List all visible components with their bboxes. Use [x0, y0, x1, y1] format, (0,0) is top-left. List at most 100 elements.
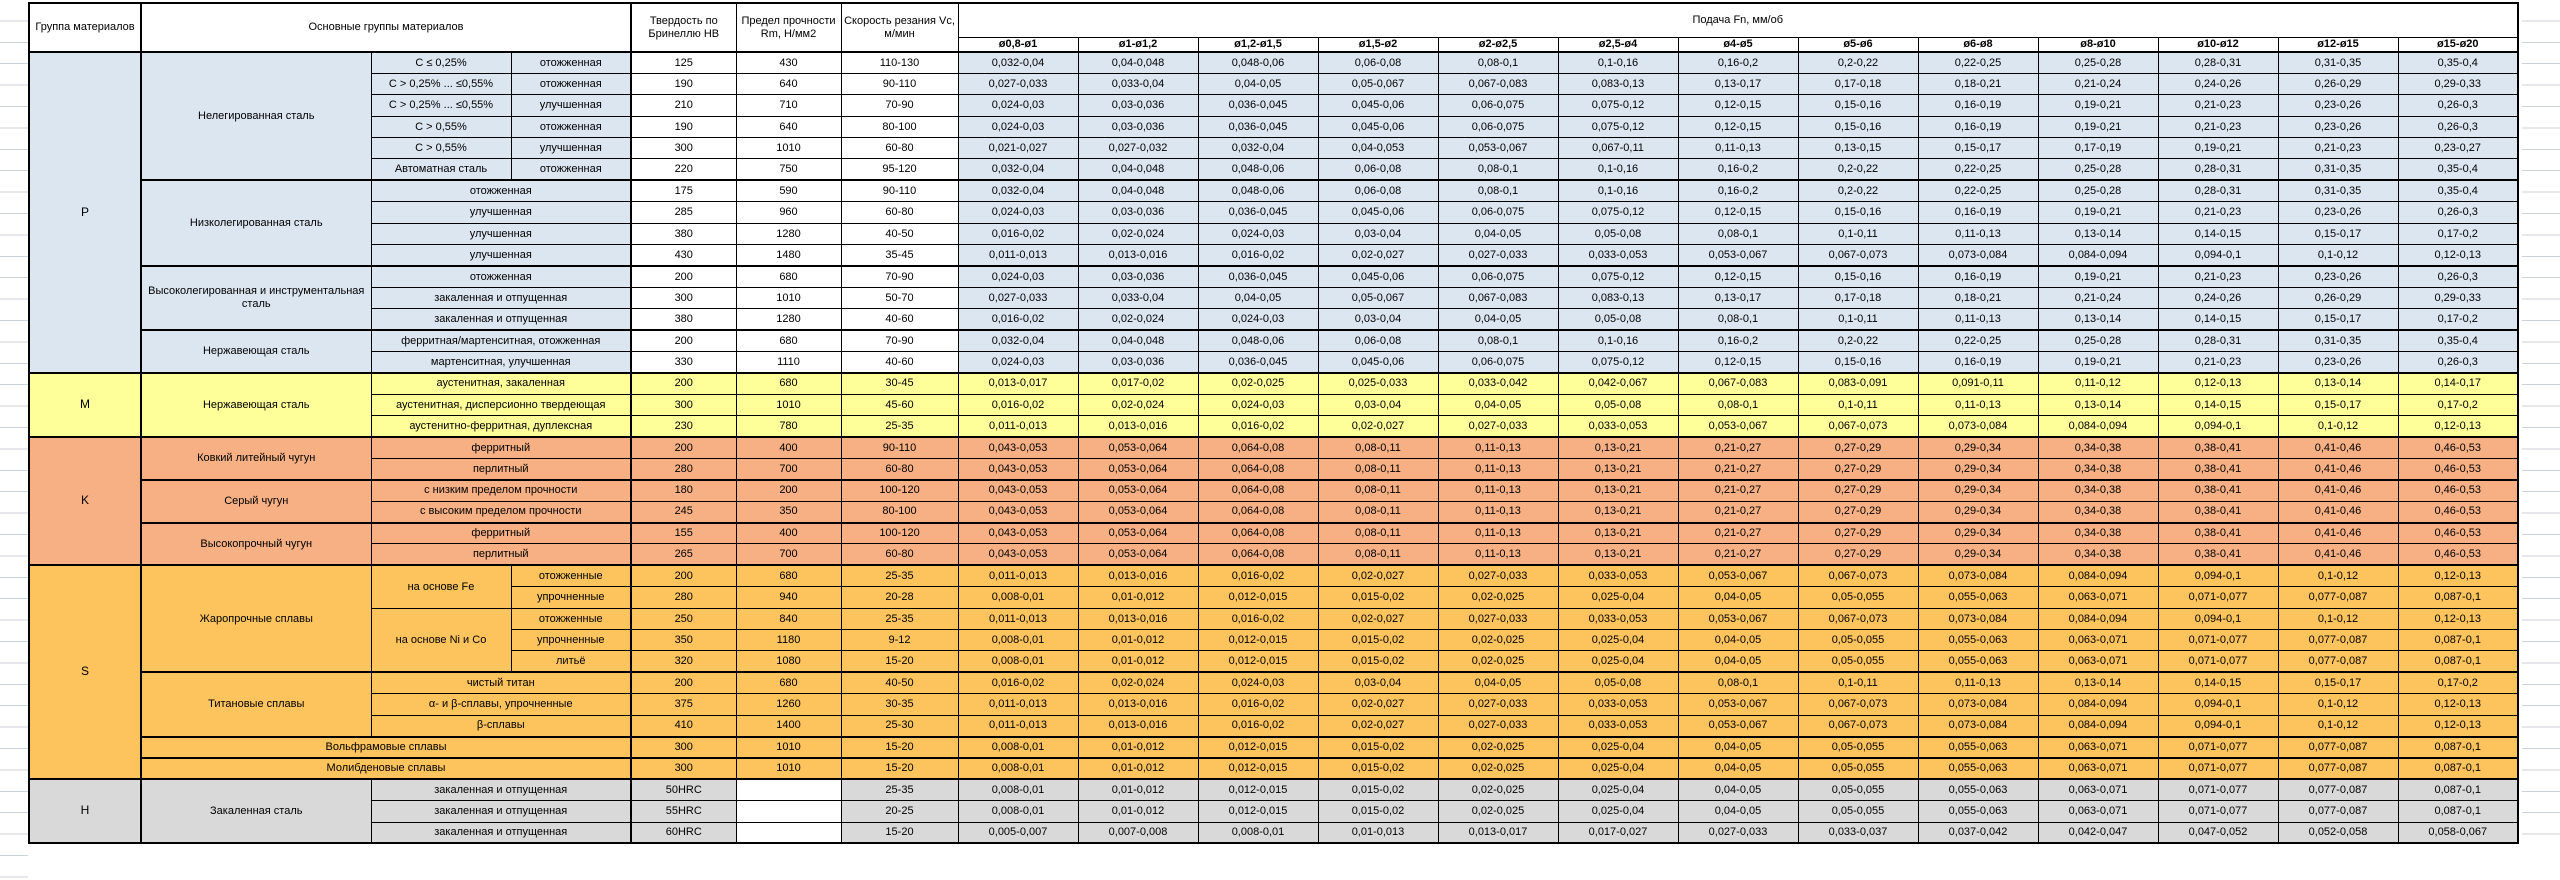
cell-feed[interactable]: 0,04-0,048 [1077, 50, 1199, 74]
cell-feed[interactable]: 0,14-0,15 [2157, 671, 2279, 695]
cell-feed[interactable]: 0,04-0,05 [1677, 778, 1799, 802]
cell-feed[interactable]: 0,042-0,067 [1557, 371, 1679, 395]
cell-feed[interactable]: 0,21-0,24 [2037, 286, 2159, 310]
cell-feed[interactable]: 0,091-0,11 [1917, 371, 2039, 395]
header-hardness[interactable]: Твердость по Бринеллю НВ [630, 2, 737, 53]
cell-feed[interactable]: 0,087-0,1 [2397, 629, 2519, 652]
cell-group-code[interactable]: S [28, 564, 142, 780]
cell-feed[interactable]: 0,17-0,2 [2397, 393, 2519, 417]
cell-subgroup[interactable]: закаленная и отпущенная [370, 778, 632, 802]
cell-feed[interactable]: 0,13-0,21 [1557, 543, 1679, 566]
cell-feed[interactable]: 0,055-0,063 [1917, 650, 2039, 673]
cell-feed[interactable]: 0,05-0,055 [1797, 586, 1919, 609]
cell-state[interactable]: отожженная [510, 115, 632, 139]
cell-feed[interactable]: 0,071-0,077 [2157, 756, 2279, 780]
cell-feed[interactable]: 0,045-0,06 [1317, 264, 1439, 288]
cell-feed[interactable]: 0,13-0,21 [1557, 500, 1679, 524]
cell-subgroup[interactable]: закаленная и отпущенная [370, 821, 632, 844]
cell-feed[interactable]: 0,04-0,05 [1677, 650, 1799, 673]
cell-feed[interactable]: 0,26-0,29 [2277, 286, 2399, 310]
cell-feed[interactable]: 0,04-0,05 [1677, 735, 1799, 759]
cell-feed[interactable]: 0,05-0,08 [1557, 671, 1679, 695]
cell-feed[interactable]: 0,073-0,084 [1917, 564, 2039, 588]
cell-feed[interactable]: 0,46-0,53 [2397, 436, 2519, 459]
cell-feed[interactable]: 0,055-0,063 [1917, 735, 2039, 759]
cell-feed[interactable]: 0,05-0,08 [1557, 308, 1679, 331]
header-diameter[interactable]: ø2,5-ø4 [1557, 36, 1679, 53]
cell-feed[interactable]: 0,04-0,05 [1437, 671, 1559, 695]
cell-feed[interactable]: 0,13-0,14 [2037, 308, 2159, 331]
cell-feed[interactable]: 0,036-0,045 [1197, 201, 1319, 224]
cell-feed[interactable]: 0,045-0,06 [1317, 94, 1439, 117]
cell-subgroup[interactable]: ферритный [370, 436, 632, 459]
cell-feed[interactable]: 0,033-0,053 [1557, 415, 1679, 438]
cell-speed[interactable]: 90-110 [840, 436, 959, 459]
header-group[interactable]: Группа материалов [28, 2, 142, 53]
cell-feed[interactable]: 0,31-0,35 [2277, 179, 2399, 203]
cell-feed[interactable]: 0,024-0,03 [1197, 222, 1319, 246]
cell-feed[interactable]: 0,12-0,13 [2157, 371, 2279, 395]
cell-feed[interactable]: 0,043-0,053 [957, 478, 1079, 502]
cell-subgroup[interactable]: закаленная и отпущенная [370, 800, 632, 823]
cell-feed[interactable]: 0,094-0,1 [2157, 714, 2279, 738]
cell-feed[interactable]: 0,21-0,23 [2157, 94, 2279, 117]
cell-feed[interactable]: 0,23-0,26 [2277, 350, 2399, 374]
cell-feed[interactable]: 0,063-0,071 [2037, 800, 2159, 823]
cell-subgroup[interactable]: C > 0,25% ... ≤0,55% [370, 94, 512, 117]
cell-feed[interactable]: 0,024-0,03 [1197, 308, 1319, 331]
cell-feed[interactable]: 0,04-0,05 [1437, 222, 1559, 246]
cell-strength[interactable]: 1260 [735, 693, 842, 716]
cell-feed[interactable]: 0,075-0,12 [1557, 264, 1679, 288]
cell-feed[interactable]: 0,075-0,12 [1557, 201, 1679, 224]
cell-speed[interactable]: 15-20 [840, 650, 959, 673]
cell-feed[interactable]: 0,19-0,21 [2037, 350, 2159, 374]
cell-subgroup[interactable]: аустенитная, закаленная [370, 371, 632, 395]
header-materials[interactable]: Основные группы материалов [140, 2, 632, 53]
cell-feed[interactable]: 0,036-0,045 [1197, 115, 1319, 139]
cell-feed[interactable]: 0,011-0,013 [957, 607, 1079, 631]
cell-feed[interactable]: 0,27-0,29 [1797, 543, 1919, 566]
cell-feed[interactable]: 0,17-0,18 [1797, 72, 1919, 96]
cell-feed[interactable]: 0,06-0,075 [1437, 201, 1559, 224]
cell-feed[interactable]: 0,34-0,38 [2037, 543, 2159, 566]
cell-feed[interactable]: 0,033-0,053 [1557, 564, 1679, 588]
cell-group-code[interactable]: K [28, 436, 142, 566]
cell-feed[interactable]: 0,094-0,1 [2157, 415, 2279, 438]
cell-hardness[interactable]: 245 [630, 500, 737, 524]
cell-strength[interactable]: 710 [735, 94, 842, 117]
cell-feed[interactable]: 0,055-0,063 [1917, 800, 2039, 823]
cell-feed[interactable]: 0,02-0,024 [1077, 393, 1199, 417]
cell-speed[interactable]: 40-60 [840, 308, 959, 331]
cell-feed[interactable]: 0,083-0,13 [1557, 286, 1679, 310]
cell-strength[interactable]: 1480 [735, 244, 842, 267]
cell-feed[interactable]: 0,12-0,13 [2397, 244, 2519, 267]
cell-feed[interactable]: 0,016-0,02 [957, 671, 1079, 695]
header-diameter[interactable]: ø4-ø5 [1677, 36, 1799, 53]
cell-feed[interactable]: 0,075-0,12 [1557, 94, 1679, 117]
cell-feed[interactable]: 0,094-0,1 [2157, 607, 2279, 631]
cell-feed[interactable]: 0,033-0,04 [1077, 286, 1199, 310]
cell-feed[interactable]: 0,077-0,087 [2277, 756, 2399, 780]
cell-feed[interactable]: 0,043-0,053 [957, 521, 1079, 545]
cell-feed[interactable]: 0,46-0,53 [2397, 457, 2519, 481]
cell-feed[interactable]: 0,16-0,2 [1677, 50, 1799, 74]
cell-feed[interactable]: 0,04-0,048 [1077, 158, 1199, 181]
cell-feed[interactable]: 0,18-0,21 [1917, 286, 2039, 310]
cell-feed[interactable]: 0,011-0,013 [957, 693, 1079, 716]
cell-feed[interactable]: 0,008-0,01 [1197, 821, 1319, 844]
cell-subgroup[interactable]: закаленная и отпущенная [370, 308, 632, 331]
cell-subgroup[interactable]: отожженная [370, 179, 632, 203]
cell-feed[interactable]: 0,053-0,064 [1077, 543, 1199, 566]
cell-feed[interactable]: 0,17-0,18 [1797, 286, 1919, 310]
cell-feed[interactable]: 0,17-0,2 [2397, 308, 2519, 331]
cell-feed[interactable]: 0,067-0,073 [1797, 244, 1919, 267]
cell-feed[interactable]: 0,08-0,1 [1437, 329, 1559, 352]
cell-hardness[interactable]: 300 [630, 756, 737, 780]
cell-feed[interactable]: 0,077-0,087 [2277, 735, 2399, 759]
cell-feed[interactable]: 0,01-0,013 [1317, 821, 1439, 844]
cell-feed[interactable]: 0,025-0,033 [1317, 371, 1439, 395]
cell-feed[interactable]: 0,21-0,23 [2157, 264, 2279, 288]
cell-feed[interactable]: 0,064-0,08 [1197, 457, 1319, 481]
cell-feed[interactable]: 0,15-0,17 [1917, 137, 2039, 160]
cell-feed[interactable]: 0,06-0,08 [1317, 329, 1439, 352]
